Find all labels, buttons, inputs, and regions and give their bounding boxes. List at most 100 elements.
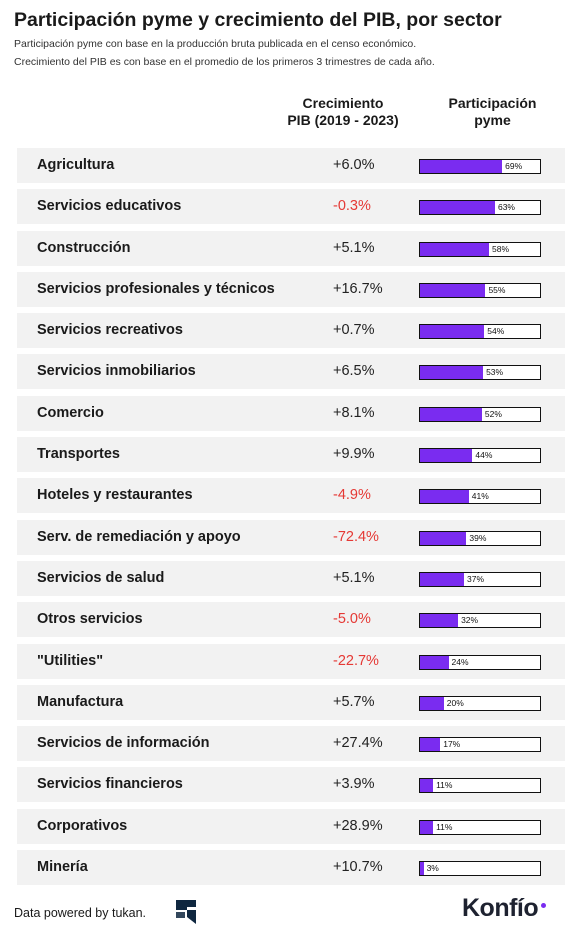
sme-share-label: 20% bbox=[446, 697, 464, 708]
sector-name: "Utilities" bbox=[37, 652, 104, 669]
gdp-growth-value: -4.9% bbox=[333, 487, 371, 504]
sme-share-label: 11% bbox=[436, 821, 453, 832]
column-header-share-line1: Participación bbox=[448, 95, 537, 111]
gdp-growth-value: +9.9% bbox=[333, 446, 375, 463]
table-row: Servicios profesionales y técnicos +16.7%… bbox=[17, 271, 565, 307]
table-row: Servicios financieros +3.9% 11% bbox=[17, 767, 565, 803]
sme-share-bar-fill bbox=[420, 655, 449, 669]
sme-share-bar: 11% bbox=[419, 819, 541, 835]
gdp-growth-value: -5.0% bbox=[333, 611, 371, 628]
sme-share-bar: 55% bbox=[419, 282, 541, 298]
sme-share-label: 58% bbox=[492, 243, 510, 254]
konfio-logo: Konfío bbox=[462, 894, 539, 922]
gdp-growth-value: +16.7% bbox=[333, 280, 383, 297]
sme-share-label: 54% bbox=[487, 326, 505, 337]
sme-share-bar-fill bbox=[420, 738, 441, 752]
sme-share-bar: 39% bbox=[419, 530, 541, 546]
sme-share-bar-fill bbox=[420, 201, 495, 215]
gdp-growth-value: +3.9% bbox=[333, 776, 375, 793]
column-header-share: Participación pyme bbox=[425, 95, 560, 129]
table-row: Servicios inmobiliarios +6.5% 53% bbox=[17, 354, 565, 390]
sme-share-label: 41% bbox=[471, 491, 489, 502]
sector-name: Servicios inmobiliarios bbox=[37, 363, 196, 380]
gdp-growth-value: -72.4% bbox=[333, 528, 379, 545]
sme-share-label: 17% bbox=[443, 739, 461, 750]
sme-share-bar: 20% bbox=[419, 695, 541, 711]
table-row: Comercio +8.1% 52% bbox=[17, 395, 565, 431]
column-header-share-line2: pyme bbox=[474, 112, 511, 128]
konfio-logo-dot bbox=[541, 903, 546, 908]
gdp-growth-value: +28.9% bbox=[333, 817, 383, 834]
data-credit: Data powered by tukan. bbox=[14, 906, 147, 920]
sme-share-bar: 53% bbox=[419, 365, 541, 381]
sme-share-label: 63% bbox=[497, 202, 515, 213]
sme-share-label: 11% bbox=[436, 780, 453, 791]
gdp-growth-value: +0.7% bbox=[333, 322, 375, 339]
gdp-growth-value: +5.1% bbox=[333, 569, 375, 586]
sme-share-bar: 11% bbox=[419, 778, 541, 794]
sector-name: Manufactura bbox=[37, 693, 124, 710]
sector-name: Transportes bbox=[37, 446, 120, 463]
sme-share-bar: 17% bbox=[419, 737, 541, 753]
sme-share-label: 53% bbox=[486, 367, 504, 378]
gdp-growth-value: +5.7% bbox=[333, 693, 375, 710]
tukan-logo-icon bbox=[176, 900, 196, 924]
sme-share-bar: 58% bbox=[419, 241, 541, 257]
sme-share-label: 3% bbox=[426, 863, 439, 874]
sme-share-bar: 52% bbox=[419, 406, 541, 422]
sme-share-bar-fill bbox=[420, 490, 469, 504]
sector-name: Agricultura bbox=[37, 157, 115, 173]
sme-share-bar-fill bbox=[420, 862, 424, 876]
table-row: Servicios de salud +5.1% 37% bbox=[17, 560, 565, 596]
sme-share-bar-fill bbox=[420, 696, 444, 710]
table-row: Otros servicios -5.0% 32% bbox=[17, 602, 565, 638]
sme-share-label: 39% bbox=[469, 532, 487, 543]
table-row: Agricultura +6.0% 69% bbox=[17, 148, 565, 183]
sme-share-bar: 24% bbox=[419, 654, 541, 670]
sme-share-label: 44% bbox=[475, 450, 493, 461]
gdp-growth-value: +27.4% bbox=[333, 735, 383, 752]
sme-share-bar: 54% bbox=[419, 324, 541, 340]
column-header-growth-line1: Crecimiento bbox=[302, 95, 384, 111]
chart-title: Participación pyme y crecimiento del PIB… bbox=[14, 9, 502, 31]
sme-share-bar: 41% bbox=[419, 489, 541, 505]
sme-share-bar-fill bbox=[420, 283, 486, 297]
sme-share-label: 32% bbox=[461, 615, 479, 626]
sme-share-bar-fill bbox=[420, 366, 484, 380]
chart-subtitle-2: Crecimiento del PIB es con base en el pr… bbox=[14, 56, 435, 68]
table-row: Construcción +5.1% 58% bbox=[17, 230, 565, 266]
gdp-growth-value: +5.1% bbox=[333, 239, 375, 256]
sme-share-bar-fill bbox=[420, 325, 485, 339]
sme-share-bar-fill bbox=[420, 242, 490, 256]
sector-name: Corporativos bbox=[37, 817, 128, 834]
sector-name: Servicios financieros bbox=[37, 776, 183, 793]
sector-name: Serv. de remediación y apoyo bbox=[37, 528, 241, 545]
table-row: Servicios de información +27.4% 17% bbox=[17, 726, 565, 762]
column-header-growth: Crecimiento PIB (2019 - 2023) bbox=[268, 95, 418, 129]
sme-share-bar: 69% bbox=[419, 159, 541, 174]
gdp-growth-value: -22.7% bbox=[333, 652, 379, 669]
sme-share-label: 52% bbox=[484, 408, 502, 419]
sme-share-bar-fill bbox=[420, 820, 434, 834]
table-row: Servicios recreativos +0.7% 54% bbox=[17, 313, 565, 349]
chart-subtitle-1: Participación pyme con base en la produc… bbox=[14, 38, 417, 50]
table-row: Minería +10.7% 3% bbox=[17, 850, 565, 886]
sme-share-bar: 37% bbox=[419, 571, 541, 587]
sector-name: Servicios recreativos bbox=[37, 322, 183, 339]
sector-name: Servicios educativos bbox=[37, 198, 182, 215]
table-row: Hoteles y restaurantes -4.9% 41% bbox=[17, 478, 565, 514]
table-row: Manufactura +5.7% 20% bbox=[17, 684, 565, 720]
sme-share-bar: 3% bbox=[419, 861, 541, 877]
table-row: Serv. de remediación y apoyo -72.4% 39% bbox=[17, 519, 565, 555]
sector-name: Servicios de información bbox=[37, 735, 210, 752]
sector-name: Minería bbox=[37, 859, 88, 876]
sector-table: Agricultura +6.0% 69% Servicios educativos -… bbox=[17, 148, 565, 891]
gdp-growth-value: +10.7% bbox=[333, 859, 383, 876]
sme-share-label: 37% bbox=[467, 573, 485, 584]
gdp-growth-value: +8.1% bbox=[333, 404, 375, 421]
table-row: Transportes +9.9% 44% bbox=[17, 437, 565, 473]
sme-share-label: 69% bbox=[505, 161, 523, 171]
sector-name: Construcción bbox=[37, 239, 131, 256]
table-row: Corporativos +28.9% 11% bbox=[17, 808, 565, 844]
gdp-growth-value: +6.5% bbox=[333, 363, 375, 380]
